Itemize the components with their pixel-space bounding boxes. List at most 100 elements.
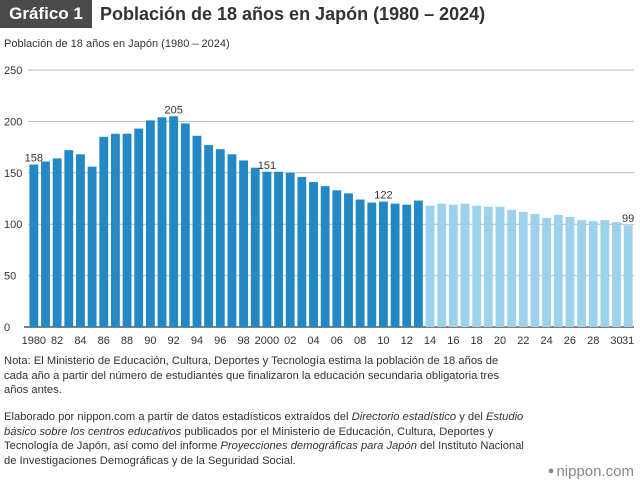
bar-1992	[169, 116, 179, 327]
bar-2026	[565, 217, 575, 327]
nippon-logo[interactable]: ● nippon.com	[548, 463, 634, 480]
bar-2000	[262, 171, 272, 327]
bar-2007	[344, 193, 353, 327]
x-tick-label-2028: 28	[587, 335, 599, 347]
x-tick-label-1980: 1980	[22, 335, 46, 347]
bars	[29, 116, 633, 328]
bar-1982	[52, 158, 62, 327]
bar-1991	[157, 117, 167, 327]
bar-1984	[76, 154, 85, 327]
data-label-1980: 158	[25, 153, 43, 165]
source-title-2: Estudio básico sobre los centros educati…	[4, 411, 524, 438]
source-text: del Instituto Nacional de Investigacione…	[4, 440, 524, 467]
source-title-1: Directorio estadístico	[351, 411, 457, 423]
bar-2006	[332, 190, 342, 327]
bar-2016	[448, 204, 458, 327]
x-tick-label-1996: 96	[214, 335, 226, 347]
bar-2010	[379, 201, 388, 327]
x-tick-label-1986: 86	[98, 335, 110, 347]
bar-2009	[367, 202, 377, 327]
bar-1981	[41, 161, 50, 327]
bar-2011	[390, 203, 400, 327]
footnote: Nota: El Ministerio de Educación, Cultur…	[4, 355, 500, 396]
bar-1989	[134, 128, 144, 327]
chart-title: Población de 18 años en Japón (1980 – 20…	[100, 4, 486, 24]
x-tick-label-1988: 88	[121, 335, 133, 347]
bar-1983	[64, 150, 74, 327]
bar-2028	[588, 221, 598, 327]
bar-1999	[250, 167, 260, 327]
bar-2008	[355, 199, 365, 327]
bar-2002	[285, 172, 295, 327]
bar-2003	[297, 176, 307, 327]
bar-2001	[274, 171, 283, 327]
bar-2014	[425, 205, 435, 327]
bar-2023	[530, 213, 540, 327]
x-tick-label-2026: 26	[564, 335, 576, 347]
bar-1994	[192, 135, 202, 327]
x-tick-label-2018: 18	[471, 335, 483, 347]
bar-2027	[577, 220, 586, 327]
x-tick-label-2000: 2000	[255, 335, 279, 347]
bar-2004	[309, 182, 318, 327]
bar-2031	[623, 225, 633, 327]
bar-2022	[518, 211, 528, 327]
bar-2030	[612, 222, 621, 327]
x-tick-label-2002: 02	[284, 335, 296, 347]
bar-2013	[413, 200, 423, 327]
source-note: Elaborado por nippon.com a partir de dat…	[4, 410, 524, 468]
y-tick-label-0: 0	[4, 322, 10, 334]
bar-2021	[507, 209, 517, 327]
x-tick-label-2016: 16	[447, 335, 459, 347]
x-tick-label-1992: 92	[168, 335, 180, 347]
y-tick-label-250: 250	[4, 65, 22, 77]
logo-text: nippon.com	[556, 463, 634, 480]
bar-1997	[227, 154, 237, 327]
source-text: Elaborado por nippon.com a partir de dat…	[4, 411, 352, 423]
x-tick-label-2030: 30	[610, 335, 622, 347]
bar-1998	[239, 160, 249, 327]
x-tick-label-2010: 10	[377, 335, 389, 347]
x-tick-label-1982: 82	[51, 335, 63, 347]
chart-subtitle: Población de 18 años en Japón (1980 – 20…	[4, 38, 230, 50]
bar-1990	[145, 120, 155, 327]
x-tick-label-2014: 14	[424, 335, 436, 347]
source-text: y del	[456, 411, 486, 423]
bar-1980	[29, 164, 39, 327]
bar-2015	[437, 203, 447, 327]
bar-1985	[87, 166, 97, 327]
bar-1988	[122, 133, 132, 327]
bar-2018	[472, 205, 482, 327]
chart-header: Gráfico 1 Población de 18 años en Japón …	[0, 0, 640, 28]
data-label-2010: 122	[374, 190, 392, 202]
source-title-3: Proyecciones demográficas para Japón	[220, 440, 417, 452]
y-tick-label-50: 50	[4, 271, 16, 283]
bar-1993	[180, 123, 190, 328]
bar-2020	[495, 206, 505, 327]
bar-2024	[542, 218, 552, 327]
x-tick-label-2006: 06	[331, 335, 343, 347]
data-label-1992: 205	[164, 104, 182, 116]
x-tick-label-2024: 24	[540, 335, 552, 347]
y-tick-label-150: 150	[4, 168, 22, 180]
x-tick-label-2020: 20	[494, 335, 506, 347]
bar-2017	[460, 203, 470, 327]
x-tick-label-2012: 12	[401, 335, 413, 347]
x-tick-label-1994: 94	[191, 335, 203, 347]
bar-1987	[110, 133, 120, 327]
x-tick-label-1990: 90	[144, 335, 156, 347]
bar-2005	[320, 186, 330, 327]
x-tick-label-2031: 31	[622, 335, 634, 347]
logo-mark-icon: ●	[547, 465, 555, 477]
data-label-2000: 151	[258, 160, 276, 172]
x-tick-label-2008: 08	[354, 335, 366, 347]
x-tick-label-1984: 84	[74, 335, 86, 347]
figure-badge: Gráfico 1	[0, 0, 92, 28]
bar-2019	[483, 206, 493, 327]
x-tick-label-2004: 04	[307, 335, 319, 347]
y-tick-label-100: 100	[4, 219, 22, 231]
bar-2029	[600, 220, 610, 327]
bar-1995	[204, 145, 214, 327]
